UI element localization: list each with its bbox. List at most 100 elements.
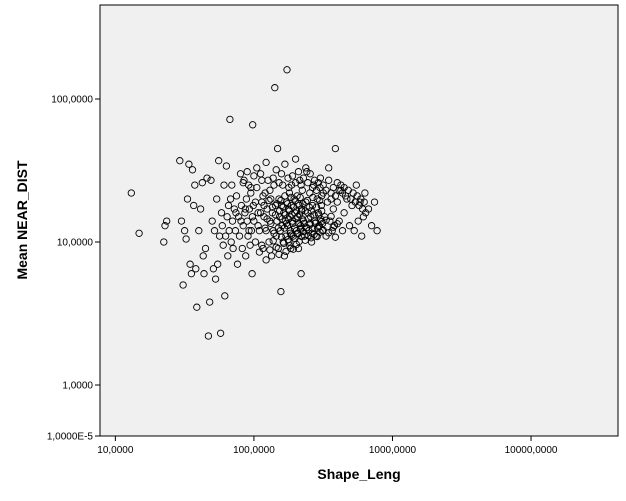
- scatter-point: [219, 241, 227, 249]
- scatter-point: [250, 217, 258, 225]
- scatter-point: [354, 217, 362, 225]
- scatter-point: [217, 209, 226, 217]
- scatter-point: [338, 227, 347, 235]
- scatter-point: [226, 195, 235, 203]
- scatter-point: [295, 211, 304, 219]
- scatter-point: [373, 227, 381, 235]
- scatter-point: [135, 229, 143, 237]
- scatter-point: [201, 244, 210, 253]
- scatter-point: [261, 224, 269, 232]
- scatter-point: [251, 198, 260, 206]
- x-axis-title: Shape_Leng: [317, 466, 400, 482]
- scatter-point: [277, 233, 286, 241]
- scatter-point: [163, 217, 171, 225]
- scatter-point: [193, 303, 201, 311]
- scatter-point: [303, 196, 311, 205]
- scatter-point: [266, 186, 274, 194]
- scatter-point: [282, 198, 291, 206]
- scatter-point: [233, 260, 242, 268]
- scatter-point: [215, 157, 223, 165]
- scatter-point: [274, 244, 282, 253]
- scatter-point: [209, 265, 218, 273]
- scatter-point: [176, 157, 184, 165]
- scatter-point: [325, 164, 333, 172]
- plot-area: [99, 4, 619, 437]
- scatter-point: [228, 181, 236, 189]
- scatter-point: [239, 179, 247, 187]
- y-tick-label: 1,0000E-5: [47, 432, 94, 443]
- scatter-point: [182, 235, 190, 243]
- scatter-point: [185, 160, 193, 168]
- scatter-point: [362, 209, 370, 217]
- scatter-point: [236, 170, 245, 178]
- scatter-point: [275, 179, 283, 187]
- scatter-point: [317, 201, 325, 210]
- scatter-point: [277, 287, 285, 296]
- scatter-point: [127, 189, 135, 197]
- scatter-point: [275, 195, 283, 203]
- scatter-point: [246, 241, 254, 249]
- scatter-point: [250, 172, 258, 180]
- scatter-point: [331, 192, 340, 200]
- scatter-point: [238, 244, 246, 253]
- scatter-point: [359, 213, 368, 221]
- scatter-point: [291, 155, 300, 163]
- scatter-point: [204, 332, 213, 340]
- scatter-point: [265, 238, 273, 246]
- scatter-point: [312, 203, 321, 211]
- scatter-point: [294, 200, 302, 208]
- scatter-point: [310, 176, 319, 184]
- scatter-point: [263, 215, 271, 223]
- scatter-point: [243, 168, 251, 176]
- scatter-point: [195, 227, 203, 235]
- scatter-point: [248, 213, 257, 221]
- scatter-point: [256, 209, 265, 217]
- scatter-point: [302, 164, 310, 172]
- scatter-point: [232, 192, 241, 200]
- scatter-point: [273, 144, 282, 153]
- scatter-point: [222, 162, 231, 170]
- scatter-point: [329, 205, 337, 213]
- scatter-point: [186, 260, 194, 268]
- scatter-point: [179, 281, 187, 289]
- scatter-point: [286, 229, 294, 237]
- scatter-point: [229, 244, 237, 253]
- scatter-point: [180, 227, 189, 235]
- scatter-point: [352, 181, 360, 189]
- x-tick-label: 10000,0000: [505, 445, 558, 456]
- scatter-point: [269, 237, 277, 245]
- scatter-point: [294, 244, 303, 253]
- scatter-point: [361, 189, 369, 197]
- scatter-point: [299, 174, 308, 182]
- scatter-point: [301, 232, 309, 240]
- scatter-point: [304, 179, 312, 187]
- x-axis: 10,0000100,00001000,000010000,0000100000…: [97, 436, 558, 456]
- scatter-point: [284, 215, 293, 223]
- scatter-point: [327, 212, 335, 221]
- scatter-point: [227, 238, 235, 246]
- scatter-point: [192, 265, 200, 273]
- scatter-point: [340, 209, 348, 217]
- scatter-point: [220, 181, 228, 189]
- scatter-point: [247, 227, 256, 235]
- scatter-point: [285, 183, 293, 192]
- scatter-point: [297, 207, 306, 215]
- scatter-point: [318, 192, 326, 200]
- scatter-point: [160, 238, 168, 246]
- y-axis: 1,0000E-5 1,0000 10,0000 100,0000: [47, 95, 100, 443]
- scatter-point: [214, 260, 222, 268]
- scatter-point: [254, 222, 262, 230]
- scatter-point: [258, 176, 266, 184]
- scatter-point: [206, 298, 214, 306]
- scatter-point: [358, 232, 366, 240]
- scatter-point: [270, 229, 278, 237]
- data-points: [127, 66, 381, 340]
- scatter-point: [360, 198, 368, 206]
- scatter-point: [230, 205, 238, 213]
- scatter-point: [266, 246, 274, 254]
- scatter-point: [213, 195, 221, 203]
- scatter-point: [188, 166, 197, 174]
- y-tick-label: 1,0000: [62, 381, 93, 392]
- scatter-point: [277, 196, 285, 205]
- scatter-point: [210, 227, 219, 235]
